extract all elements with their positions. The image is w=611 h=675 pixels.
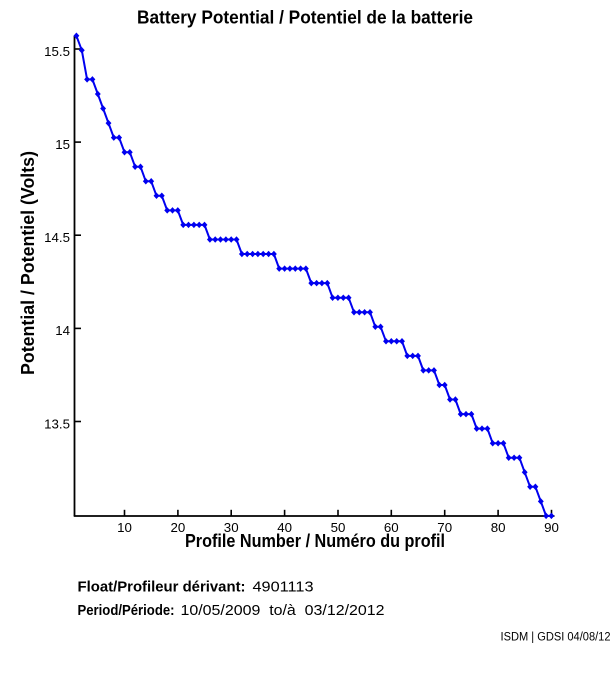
svg-text:14: 14 — [55, 323, 70, 338]
svg-text:50: 50 — [331, 520, 346, 535]
svg-text:15: 15 — [55, 137, 70, 152]
svg-text:Potential / Potentiel (Volts): Potential / Potentiel (Volts) — [18, 151, 38, 375]
svg-text:4901113: 4901113 — [253, 579, 314, 596]
svg-text:Profile Number / Numéro du pro: Profile Number / Numéro du profil — [185, 531, 445, 551]
svg-text:70: 70 — [437, 520, 452, 535]
svg-text:Period/Période:: Period/Période: — [78, 602, 175, 619]
svg-text:80: 80 — [491, 520, 506, 535]
svg-text:60: 60 — [384, 520, 399, 535]
svg-text:20: 20 — [171, 520, 186, 535]
svg-text:30: 30 — [224, 520, 239, 535]
svg-text:13.5: 13.5 — [44, 416, 70, 431]
svg-text:15.5: 15.5 — [44, 44, 70, 59]
svg-text:10: 10 — [117, 520, 132, 535]
svg-text:ISDM | GDSI 04/08/12: ISDM | GDSI 04/08/12 — [501, 631, 611, 643]
svg-text:90: 90 — [544, 520, 559, 535]
svg-text:Float/Profileur dérivant:: Float/Profileur dérivant: — [78, 579, 246, 596]
svg-text:14.5: 14.5 — [44, 230, 70, 245]
svg-text:10/05/2009 to/à 03/12/2012: 10/05/2009 to/à 03/12/2012 — [181, 602, 385, 619]
svg-text:Battery Potential / Potentiel: Battery Potential / Potentiel de la batt… — [137, 7, 473, 27]
svg-text:40: 40 — [277, 520, 292, 535]
